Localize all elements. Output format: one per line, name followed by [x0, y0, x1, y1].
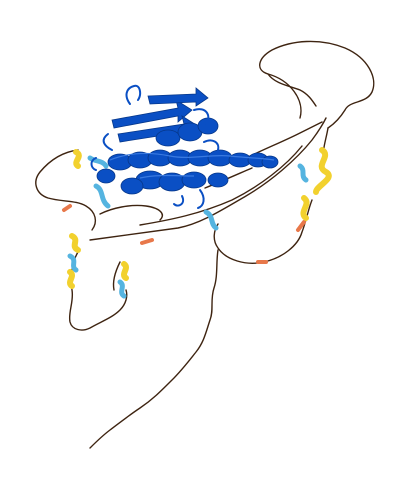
disordered-coil: [35, 40, 375, 449]
low-confidence-helices: [67, 147, 332, 289]
structured-domain: [96, 87, 279, 195]
confident-regions: [67, 155, 309, 299]
coil-highlights: [62, 204, 306, 264]
structured-domain-loops: [90, 84, 220, 209]
helix-highlights: [109, 152, 275, 179]
